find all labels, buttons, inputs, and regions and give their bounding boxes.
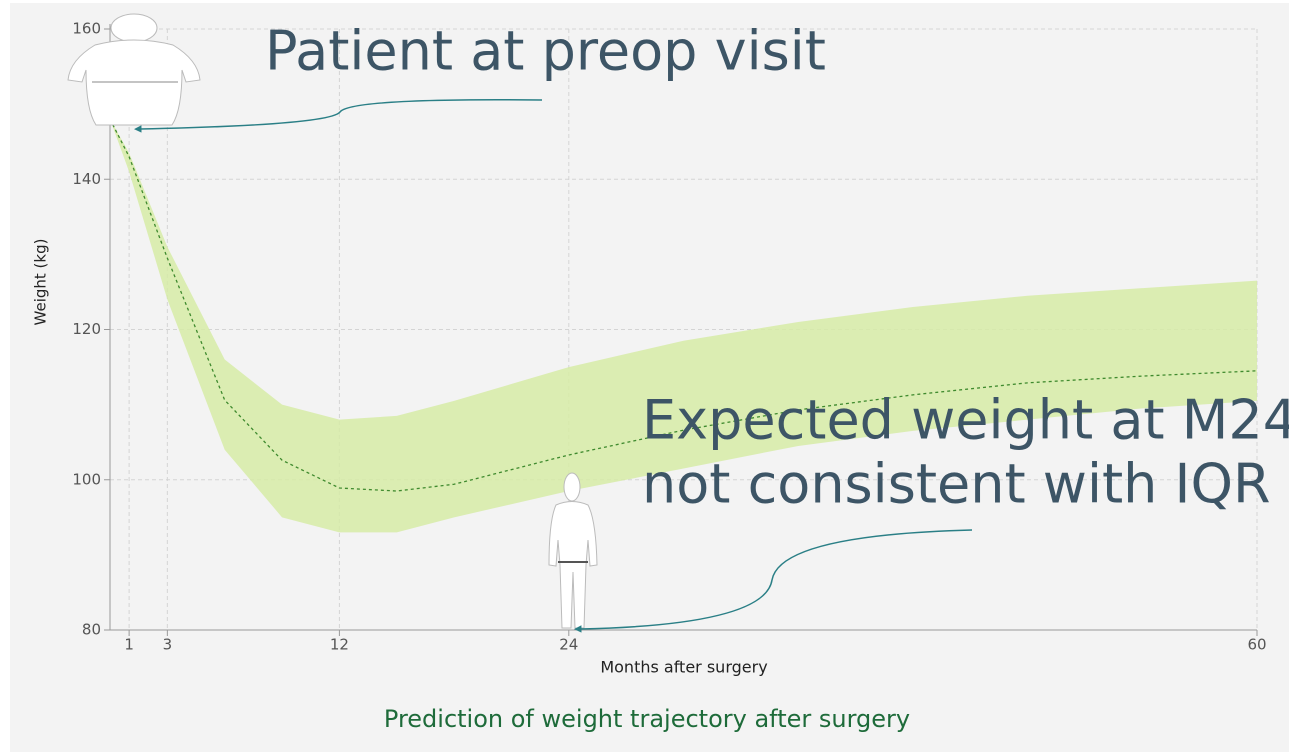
chart-title: Prediction of weight trajectory after su…	[384, 705, 910, 733]
y-axis-label: Weight (kg)	[32, 239, 50, 326]
annotation: not consistent with IQR	[642, 453, 1270, 516]
x-tick-label: 12	[330, 636, 349, 654]
annotation: Patient at preop visit	[265, 20, 826, 83]
x-tick-label: 24	[559, 636, 578, 654]
chart: 80 100 120 140 160 1 3 12 24 60 Patient at preop …	[0, 0, 1289, 752]
y-tick-label: 100	[72, 470, 101, 488]
y-tick-label: 120	[72, 320, 101, 338]
x-axis-label: Months after surgery	[600, 658, 767, 677]
annotation: Expected weight at M24	[642, 389, 1289, 452]
x-tick-label: 1	[124, 636, 134, 654]
y-tick-label: 80	[82, 621, 101, 639]
y-tick-label: 140	[72, 170, 101, 188]
x-tick-label: 60	[1247, 636, 1266, 654]
x-tick-label: 3	[163, 636, 173, 654]
y-tick-label: 160	[72, 20, 101, 38]
